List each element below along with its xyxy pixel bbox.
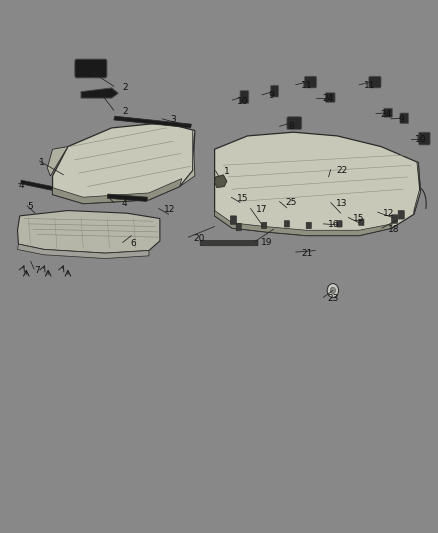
FancyBboxPatch shape	[287, 117, 302, 130]
Text: 15: 15	[353, 214, 365, 223]
Circle shape	[327, 284, 339, 297]
FancyBboxPatch shape	[200, 240, 258, 246]
Text: 9: 9	[398, 116, 404, 124]
Text: 2: 2	[122, 108, 127, 116]
Text: 25: 25	[286, 198, 297, 207]
FancyBboxPatch shape	[400, 113, 409, 124]
FancyBboxPatch shape	[392, 215, 398, 223]
Text: 5: 5	[27, 203, 33, 211]
Text: 2: 2	[122, 84, 127, 92]
FancyBboxPatch shape	[325, 93, 335, 102]
Text: 16: 16	[328, 221, 339, 229]
Polygon shape	[18, 211, 160, 253]
Text: 17: 17	[256, 205, 268, 214]
Polygon shape	[215, 211, 392, 236]
Polygon shape	[81, 88, 118, 98]
FancyBboxPatch shape	[384, 108, 392, 117]
Text: 11: 11	[301, 81, 312, 90]
Text: 10: 10	[415, 135, 426, 144]
FancyBboxPatch shape	[419, 132, 430, 145]
Polygon shape	[21, 180, 53, 190]
Text: 24: 24	[381, 110, 392, 119]
Text: 3: 3	[170, 116, 176, 124]
Text: 8: 8	[288, 123, 294, 131]
Polygon shape	[107, 194, 148, 201]
Text: 18: 18	[388, 225, 399, 233]
FancyBboxPatch shape	[236, 223, 241, 231]
FancyBboxPatch shape	[359, 219, 364, 225]
Text: 4: 4	[122, 199, 127, 208]
FancyBboxPatch shape	[284, 221, 290, 227]
Polygon shape	[414, 163, 420, 214]
Text: 12: 12	[383, 209, 395, 217]
Text: 23: 23	[327, 294, 339, 303]
Text: 19: 19	[261, 238, 272, 247]
Text: 6: 6	[131, 239, 137, 248]
FancyBboxPatch shape	[230, 216, 237, 224]
Polygon shape	[18, 244, 149, 259]
Polygon shape	[215, 175, 227, 188]
Text: 1: 1	[224, 167, 230, 176]
Text: 15: 15	[237, 194, 249, 203]
Text: 9: 9	[268, 92, 275, 100]
FancyBboxPatch shape	[369, 76, 381, 88]
FancyBboxPatch shape	[261, 222, 267, 229]
Polygon shape	[53, 179, 182, 204]
Text: 13: 13	[336, 199, 347, 208]
Polygon shape	[53, 123, 195, 204]
FancyBboxPatch shape	[398, 211, 404, 219]
Text: 21: 21	[301, 249, 312, 257]
Text: 20: 20	[194, 234, 205, 243]
Text: 12: 12	[164, 205, 176, 214]
Text: 22: 22	[336, 166, 347, 175]
Polygon shape	[114, 116, 191, 128]
Circle shape	[330, 287, 336, 294]
Text: 1: 1	[39, 158, 45, 167]
FancyBboxPatch shape	[304, 76, 317, 88]
FancyBboxPatch shape	[75, 59, 107, 78]
Polygon shape	[180, 131, 195, 187]
Polygon shape	[47, 147, 68, 176]
FancyBboxPatch shape	[271, 85, 279, 97]
FancyBboxPatch shape	[306, 222, 311, 229]
Text: 11: 11	[364, 81, 376, 90]
Text: 7: 7	[34, 266, 40, 274]
Text: 4: 4	[18, 181, 24, 190]
FancyBboxPatch shape	[240, 91, 249, 103]
Text: 10: 10	[237, 97, 249, 106]
Text: 24: 24	[322, 94, 333, 103]
Polygon shape	[215, 132, 420, 236]
FancyBboxPatch shape	[337, 221, 342, 227]
